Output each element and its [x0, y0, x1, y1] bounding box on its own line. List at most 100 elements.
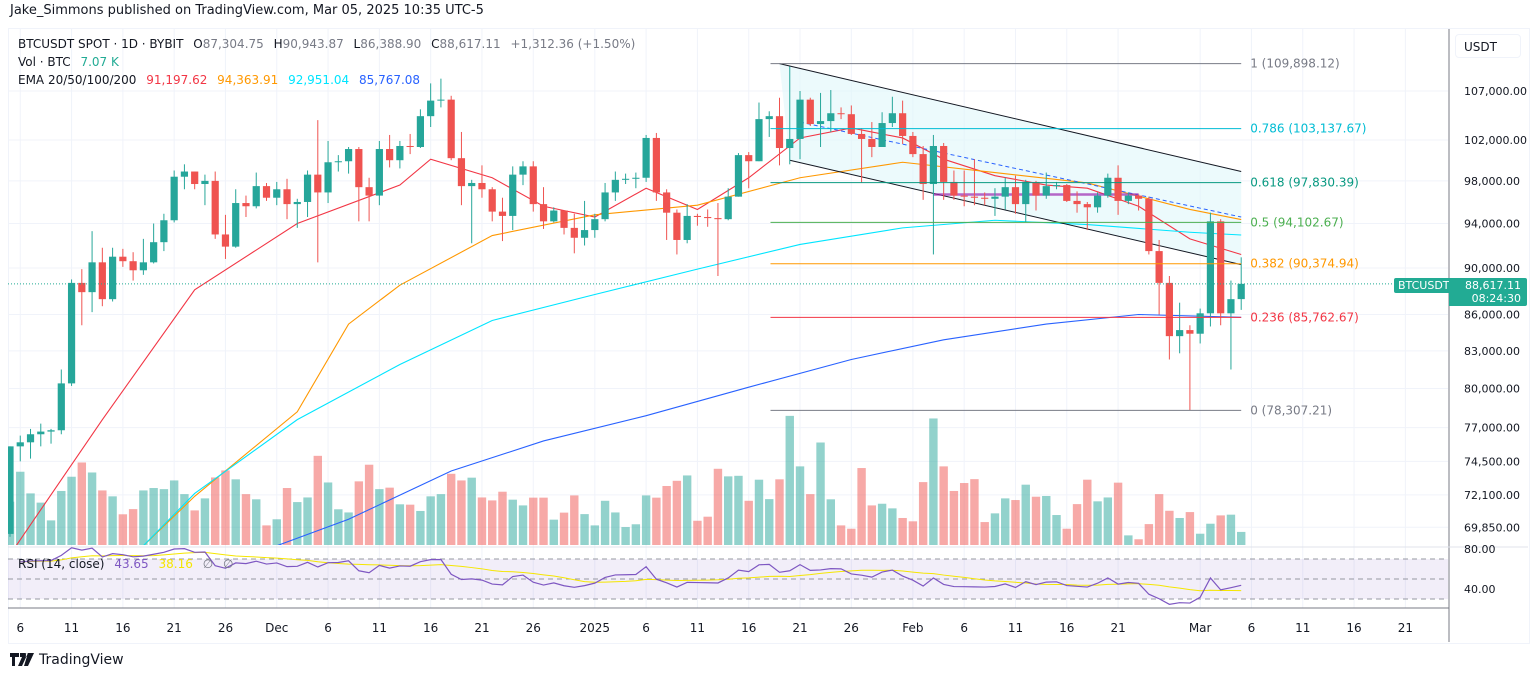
fib-level-label: 0.236 (85,762.67) — [1250, 310, 1359, 324]
volume-bar — [1072, 504, 1082, 545]
candle-body — [1196, 313, 1204, 334]
candle-body — [888, 113, 896, 124]
x-tick-label: 6 — [642, 621, 650, 635]
rsi-legend: RSI (14, close) 43.65 38.16 ∅ ∅ — [18, 557, 239, 571]
ema20-value: 91,197.62 — [146, 73, 208, 87]
ema-label[interactable]: EMA 20/50/100/200 — [18, 73, 137, 87]
candle-body — [1124, 195, 1132, 201]
candle-body — [283, 189, 291, 205]
volume-bar — [77, 462, 87, 545]
volume-bar — [529, 497, 538, 545]
candle-body — [303, 174, 312, 202]
candle-body — [201, 180, 209, 185]
candle-body — [940, 145, 948, 182]
volume-bar — [682, 475, 692, 545]
candle-body — [1217, 221, 1225, 314]
candle-body — [919, 154, 927, 185]
volume-bar — [108, 496, 117, 545]
low-value: 86,388.90 — [360, 37, 422, 51]
volume-bar — [87, 472, 97, 545]
volume-bar — [375, 489, 384, 545]
candle-body — [16, 442, 24, 447]
candle-body — [693, 215, 702, 218]
high-value: 90,943.87 — [282, 37, 344, 51]
candle-body — [1206, 221, 1215, 314]
volume-bar — [672, 480, 682, 545]
volume-bar — [539, 497, 548, 545]
candle-body — [324, 162, 332, 193]
volume-bar — [734, 475, 743, 545]
volume-bar — [272, 519, 281, 545]
fib-level-label: 0.382 (90,374.94) — [1250, 257, 1359, 271]
candle-body — [1093, 195, 1102, 208]
x-tick-label: 16 — [423, 621, 438, 635]
candle-body — [150, 242, 158, 263]
volume-bar — [416, 510, 425, 545]
volume-label[interactable]: Vol · BTC — [18, 55, 71, 69]
volume-bar — [139, 490, 148, 545]
low-label: L — [353, 37, 361, 51]
volume-bar — [385, 487, 394, 545]
candle-body — [1135, 195, 1143, 199]
volume-bar — [159, 489, 169, 545]
volume-bar — [477, 497, 487, 545]
candle-body — [180, 171, 189, 177]
rsi-label[interactable]: RSI (14, close) — [18, 557, 105, 571]
x-tick-label: 11 — [64, 621, 79, 635]
volume-bar — [857, 468, 866, 545]
candle-body — [745, 155, 753, 162]
volume-bar — [467, 477, 476, 545]
candle-body — [232, 203, 240, 247]
symbol-title[interactable]: BTCUSDT SPOT · 1D · BYBIT — [18, 37, 184, 51]
volume-bar — [200, 498, 210, 545]
candle-body — [375, 149, 383, 196]
candle-body — [909, 135, 917, 155]
candle-body — [109, 256, 117, 300]
dashed-trend-line — [799, 121, 1242, 218]
candle-body — [1022, 181, 1030, 205]
y-tick-label: 107,000.00 — [1464, 85, 1527, 98]
candle-body — [406, 145, 414, 148]
volume-bar — [990, 513, 1000, 545]
candle-body — [899, 113, 907, 136]
volume-bar — [559, 512, 569, 545]
volume-bar — [1093, 501, 1102, 545]
channel-upper-line — [779, 63, 1242, 173]
current-price-label: 88,617.11 08:24:30 — [1449, 278, 1527, 306]
candle-body — [765, 116, 773, 120]
candle-body — [447, 99, 455, 159]
volume-bar — [221, 470, 230, 545]
candle-body — [1011, 187, 1020, 205]
candle-body — [837, 113, 845, 115]
x-tick-label: 11 — [690, 621, 705, 635]
volume-bar — [744, 500, 753, 545]
volume-bar — [1031, 496, 1041, 545]
rsi-pane — [8, 547, 1448, 605]
volume-bar — [252, 499, 261, 545]
close-value: 88,617.11 — [439, 37, 501, 51]
candle-body — [714, 218, 722, 220]
tradingview-logo-icon — [10, 653, 34, 666]
currency-selector[interactable]: USDT — [1455, 34, 1521, 58]
volume-bar — [118, 514, 128, 545]
volume-bar — [970, 479, 979, 545]
candle-body — [673, 212, 681, 240]
candle-body — [529, 166, 537, 205]
volume-bar — [293, 502, 302, 545]
volume-bar — [877, 503, 887, 545]
volume-bar — [508, 499, 517, 545]
candle-body — [591, 219, 599, 231]
volume-bar — [16, 471, 25, 545]
volume-bar — [1216, 515, 1225, 545]
open-value: 87,304.75 — [202, 37, 264, 51]
candle-body — [550, 210, 558, 222]
x-tick-label: 11 — [372, 621, 387, 635]
candle-body — [775, 116, 784, 149]
candle-body — [78, 282, 86, 293]
current-price-value: 88,617.11 — [1465, 279, 1521, 292]
tradingview-brand[interactable]: TradingView — [10, 652, 124, 668]
candle-body — [1237, 283, 1245, 300]
chart-frame — [8, 28, 1530, 644]
y-tick-label: 83,000.00 — [1464, 345, 1520, 358]
